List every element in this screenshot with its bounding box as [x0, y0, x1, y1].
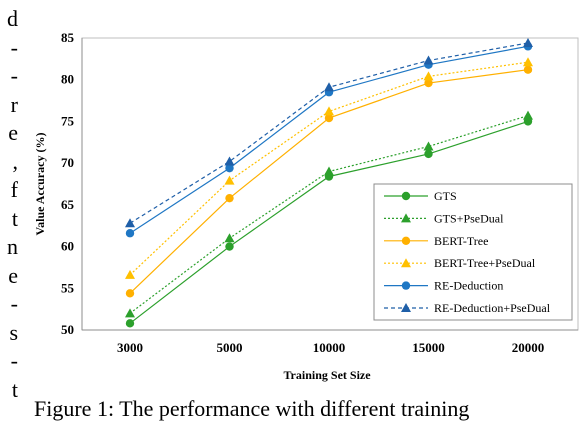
- series-bert-tree: [125, 65, 533, 298]
- x-tick-label: 10000: [313, 340, 346, 355]
- side-text-char: -: [10, 348, 18, 373]
- data-point: [225, 242, 234, 251]
- legend-marker: [401, 191, 411, 201]
- series-layer: [125, 38, 533, 328]
- legend-marker: [401, 258, 411, 268]
- y-tick-label: 50: [61, 322, 74, 337]
- data-point: [324, 166, 334, 176]
- data-point: [523, 57, 533, 67]
- data-point: [523, 110, 533, 120]
- data-point: [125, 229, 135, 238]
- legend-box: [373, 183, 573, 321]
- figure-caption: Figure 1: The performance with different…: [34, 396, 470, 421]
- legend-label: RE-Deduction: [434, 279, 503, 293]
- side-text-char: -: [10, 34, 18, 60]
- side-text-char: -: [10, 63, 18, 88]
- legend-marker: [401, 303, 411, 312]
- y-tick-label: 80: [61, 72, 74, 87]
- data-point: [224, 175, 235, 185]
- y-tick-label: 60: [61, 239, 74, 254]
- side-text-char: ,: [12, 148, 19, 174]
- legend: GTS GTS+PseDual BERT-Tree BERT-Tree+PseDual…: [373, 183, 573, 321]
- x-tick-label: 15000: [412, 340, 445, 355]
- data-point: [424, 78, 433, 88]
- data-point: [224, 156, 235, 166]
- side-text-char: e: [8, 120, 18, 145]
- data-point: [324, 113, 334, 123]
- legend-label: RE-Deduction+PseDual: [434, 301, 551, 315]
- y-tick-label: 70: [61, 155, 74, 170]
- data-point: [225, 193, 234, 203]
- y-tick-labels: 50 55 60 65 70 75 80 85: [61, 30, 75, 337]
- data-point: [423, 71, 434, 81]
- data-point: [423, 141, 434, 151]
- legend-item: BERT-Tree: [384, 234, 488, 248]
- legend-item: GTS+PseDual: [384, 211, 504, 225]
- side-text-char: r: [10, 91, 18, 117]
- side-text-char: d: [7, 6, 18, 31]
- data-point: [125, 319, 135, 328]
- y-tick-label: 55: [61, 280, 75, 295]
- y-axis-label: Value Accuracy (%): [33, 133, 47, 236]
- series-line: [129, 61, 529, 276]
- data-point: [523, 65, 533, 74]
- data-point: [424, 149, 433, 159]
- data-point: [225, 163, 234, 173]
- legend-marker: [401, 236, 411, 245]
- side-text-char: s: [9, 319, 18, 345]
- side-text-char: e: [8, 262, 18, 288]
- side-text-char: n: [7, 234, 18, 259]
- data-point: [423, 55, 434, 65]
- side-text-char: t: [11, 205, 18, 231]
- legend-item: GTS: [384, 189, 457, 203]
- side-text-char: -: [10, 291, 18, 316]
- line-chart: 50 55 60 65 70 75 80 85 3000 5000 10000 15000 20000…: [33, 30, 579, 382]
- series-gts-psedual: [125, 110, 533, 318]
- legend-label: BERT-Tree: [434, 234, 488, 248]
- data-point: [125, 218, 135, 228]
- y-tick-label: 75: [61, 113, 75, 128]
- data-point: [125, 289, 135, 298]
- legend-marker: [401, 281, 411, 290]
- x-tick-label: 3000: [117, 340, 143, 355]
- data-point: [224, 233, 235, 243]
- legend-item: BERT-Tree+PseDual: [384, 256, 536, 270]
- data-point: [125, 269, 135, 279]
- x-tick-label: 20000: [512, 340, 545, 355]
- legend-label: GTS: [434, 189, 457, 203]
- y-tick-label: 65: [61, 197, 75, 212]
- side-text-char: f: [10, 177, 18, 202]
- series-re-deduction-psedual: [125, 38, 533, 228]
- legend-label: GTS+PseDual: [434, 211, 504, 225]
- series-bert-tree-psedual: [125, 57, 533, 279]
- legend-item: RE-Deduction+PseDual: [384, 301, 551, 315]
- x-axis-label: Training Set Size: [283, 368, 371, 382]
- legend-marker: [401, 213, 411, 223]
- x-tick-label: 5000: [217, 340, 243, 355]
- data-point: [523, 38, 533, 48]
- data-point: [324, 82, 334, 92]
- y-tick-label: 85: [61, 30, 75, 45]
- data-point: [125, 308, 135, 318]
- legend-label: BERT-Tree+PseDual: [434, 256, 536, 270]
- x-tick-labels: 3000 5000 10000 15000 20000: [117, 340, 544, 355]
- side-text-char: t: [11, 376, 18, 402]
- data-point: [324, 106, 334, 116]
- legend-item: RE-Deduction: [384, 279, 503, 293]
